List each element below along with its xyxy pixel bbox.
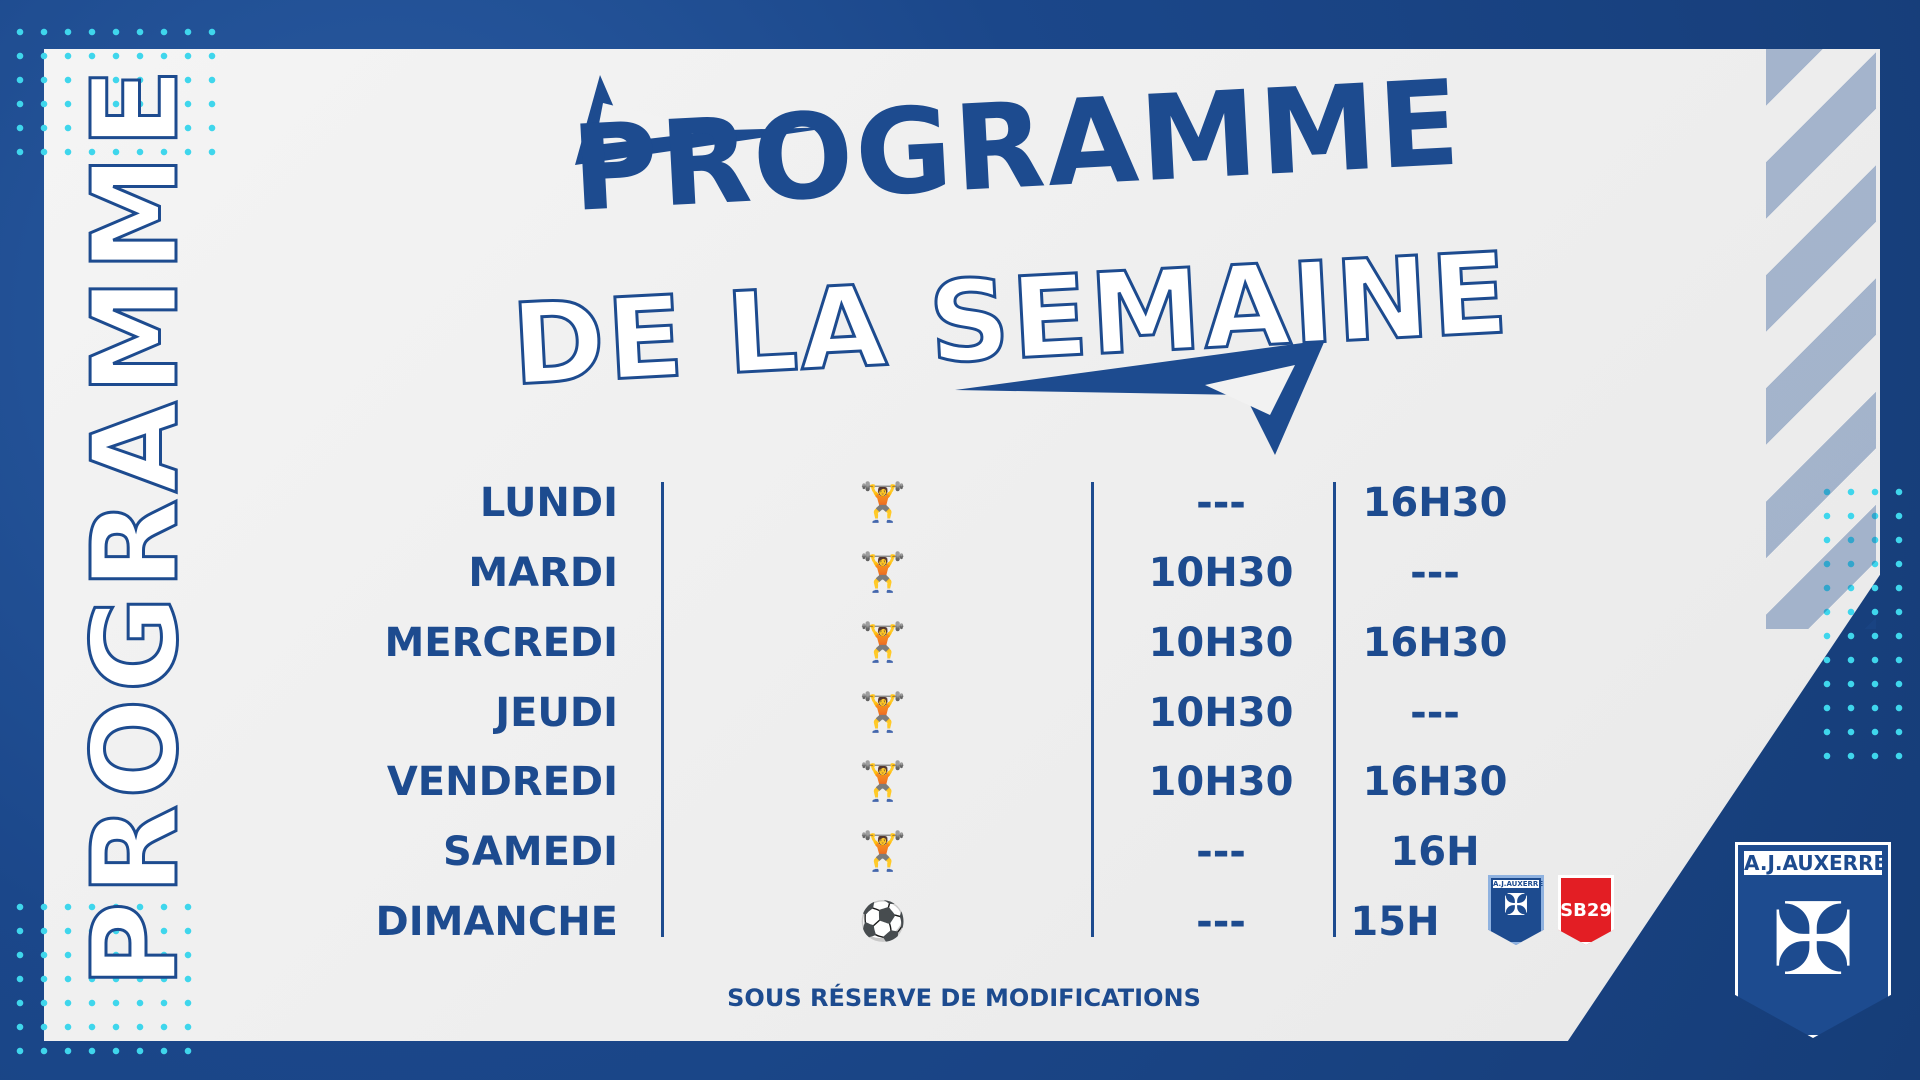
brest-badge: SB29 — [1558, 875, 1614, 945]
disclaimer: SOUS RÉSERVE DE MODIFICATIONS — [727, 984, 1201, 1012]
arrow-decoration-top — [575, 75, 835, 165]
schedule-row: JEUDI 🏋 10H30 --- — [0, 682, 1920, 742]
day-label: DIMANCHE — [375, 899, 618, 945]
weightlifter-icon: 🏋 — [859, 550, 907, 594]
day-label: LUNDI — [479, 480, 618, 526]
divider — [1091, 482, 1094, 937]
morning-time: 10H30 — [1148, 550, 1294, 596]
dots-decoration — [8, 895, 208, 1065]
morning-time: 10H30 — [1148, 690, 1294, 736]
arrow-decoration-bottom — [955, 340, 1325, 455]
schedule-row: MARDI 🏋 10H30 --- — [0, 542, 1920, 602]
dots-decoration — [8, 20, 228, 170]
divider — [661, 482, 664, 937]
day-label: MARDI — [468, 550, 618, 596]
dots-decoration — [1815, 480, 1915, 770]
day-label: SAMEDI — [443, 829, 618, 875]
afternoon-time: 16H — [1390, 829, 1480, 875]
schedule-row: DIMANCHE ⚽ --- 15H — [0, 891, 1920, 951]
cross-icon: ✠ — [1503, 888, 1529, 923]
weightlifter-icon: 🏋 — [859, 690, 907, 734]
morning-time: --- — [1196, 480, 1246, 526]
day-label: JEUDI — [495, 690, 618, 736]
weightlifter-icon: 🏋 — [859, 620, 907, 664]
morning-time: --- — [1196, 829, 1246, 875]
triangle-decoration — [1766, 49, 1876, 629]
morning-time: 10H30 — [1148, 620, 1294, 666]
afternoon-time: --- — [1410, 690, 1460, 736]
schedule-row: SAMEDI 🏋 --- 16H — [0, 821, 1920, 881]
afternoon-time: --- — [1410, 550, 1460, 596]
schedule-row: VENDREDI 🏋 10H30 16H30 — [0, 751, 1920, 811]
weightlifter-icon: 🏋 — [859, 829, 907, 873]
weightlifter-icon: 🏋 — [859, 759, 907, 803]
day-label: MERCREDI — [384, 620, 619, 666]
divider — [1333, 482, 1336, 937]
auxerre-badge: A.J.AUXERRE ✠ — [1488, 875, 1544, 945]
soccer-ball-icon: ⚽ — [859, 899, 907, 943]
day-label: VENDREDI — [386, 759, 618, 805]
morning-time: 10H30 — [1148, 759, 1294, 805]
club-logo: A.J.AUXERRE ✠ — [1735, 842, 1891, 1038]
schedule-row: LUNDI 🏋 --- 16H30 — [0, 472, 1920, 532]
afternoon-time: 16H30 — [1362, 620, 1508, 666]
cross-icon: ✠ — [1771, 881, 1855, 998]
afternoon-time: 16H30 — [1362, 480, 1508, 526]
schedule-row: MERCREDI 🏋 10H30 16H30 — [0, 612, 1920, 672]
morning-time: --- — [1196, 899, 1246, 945]
weightlifter-icon: 🏋 — [859, 480, 907, 524]
afternoon-time: 15H — [1350, 899, 1440, 945]
afternoon-time: 16H30 — [1362, 759, 1508, 805]
